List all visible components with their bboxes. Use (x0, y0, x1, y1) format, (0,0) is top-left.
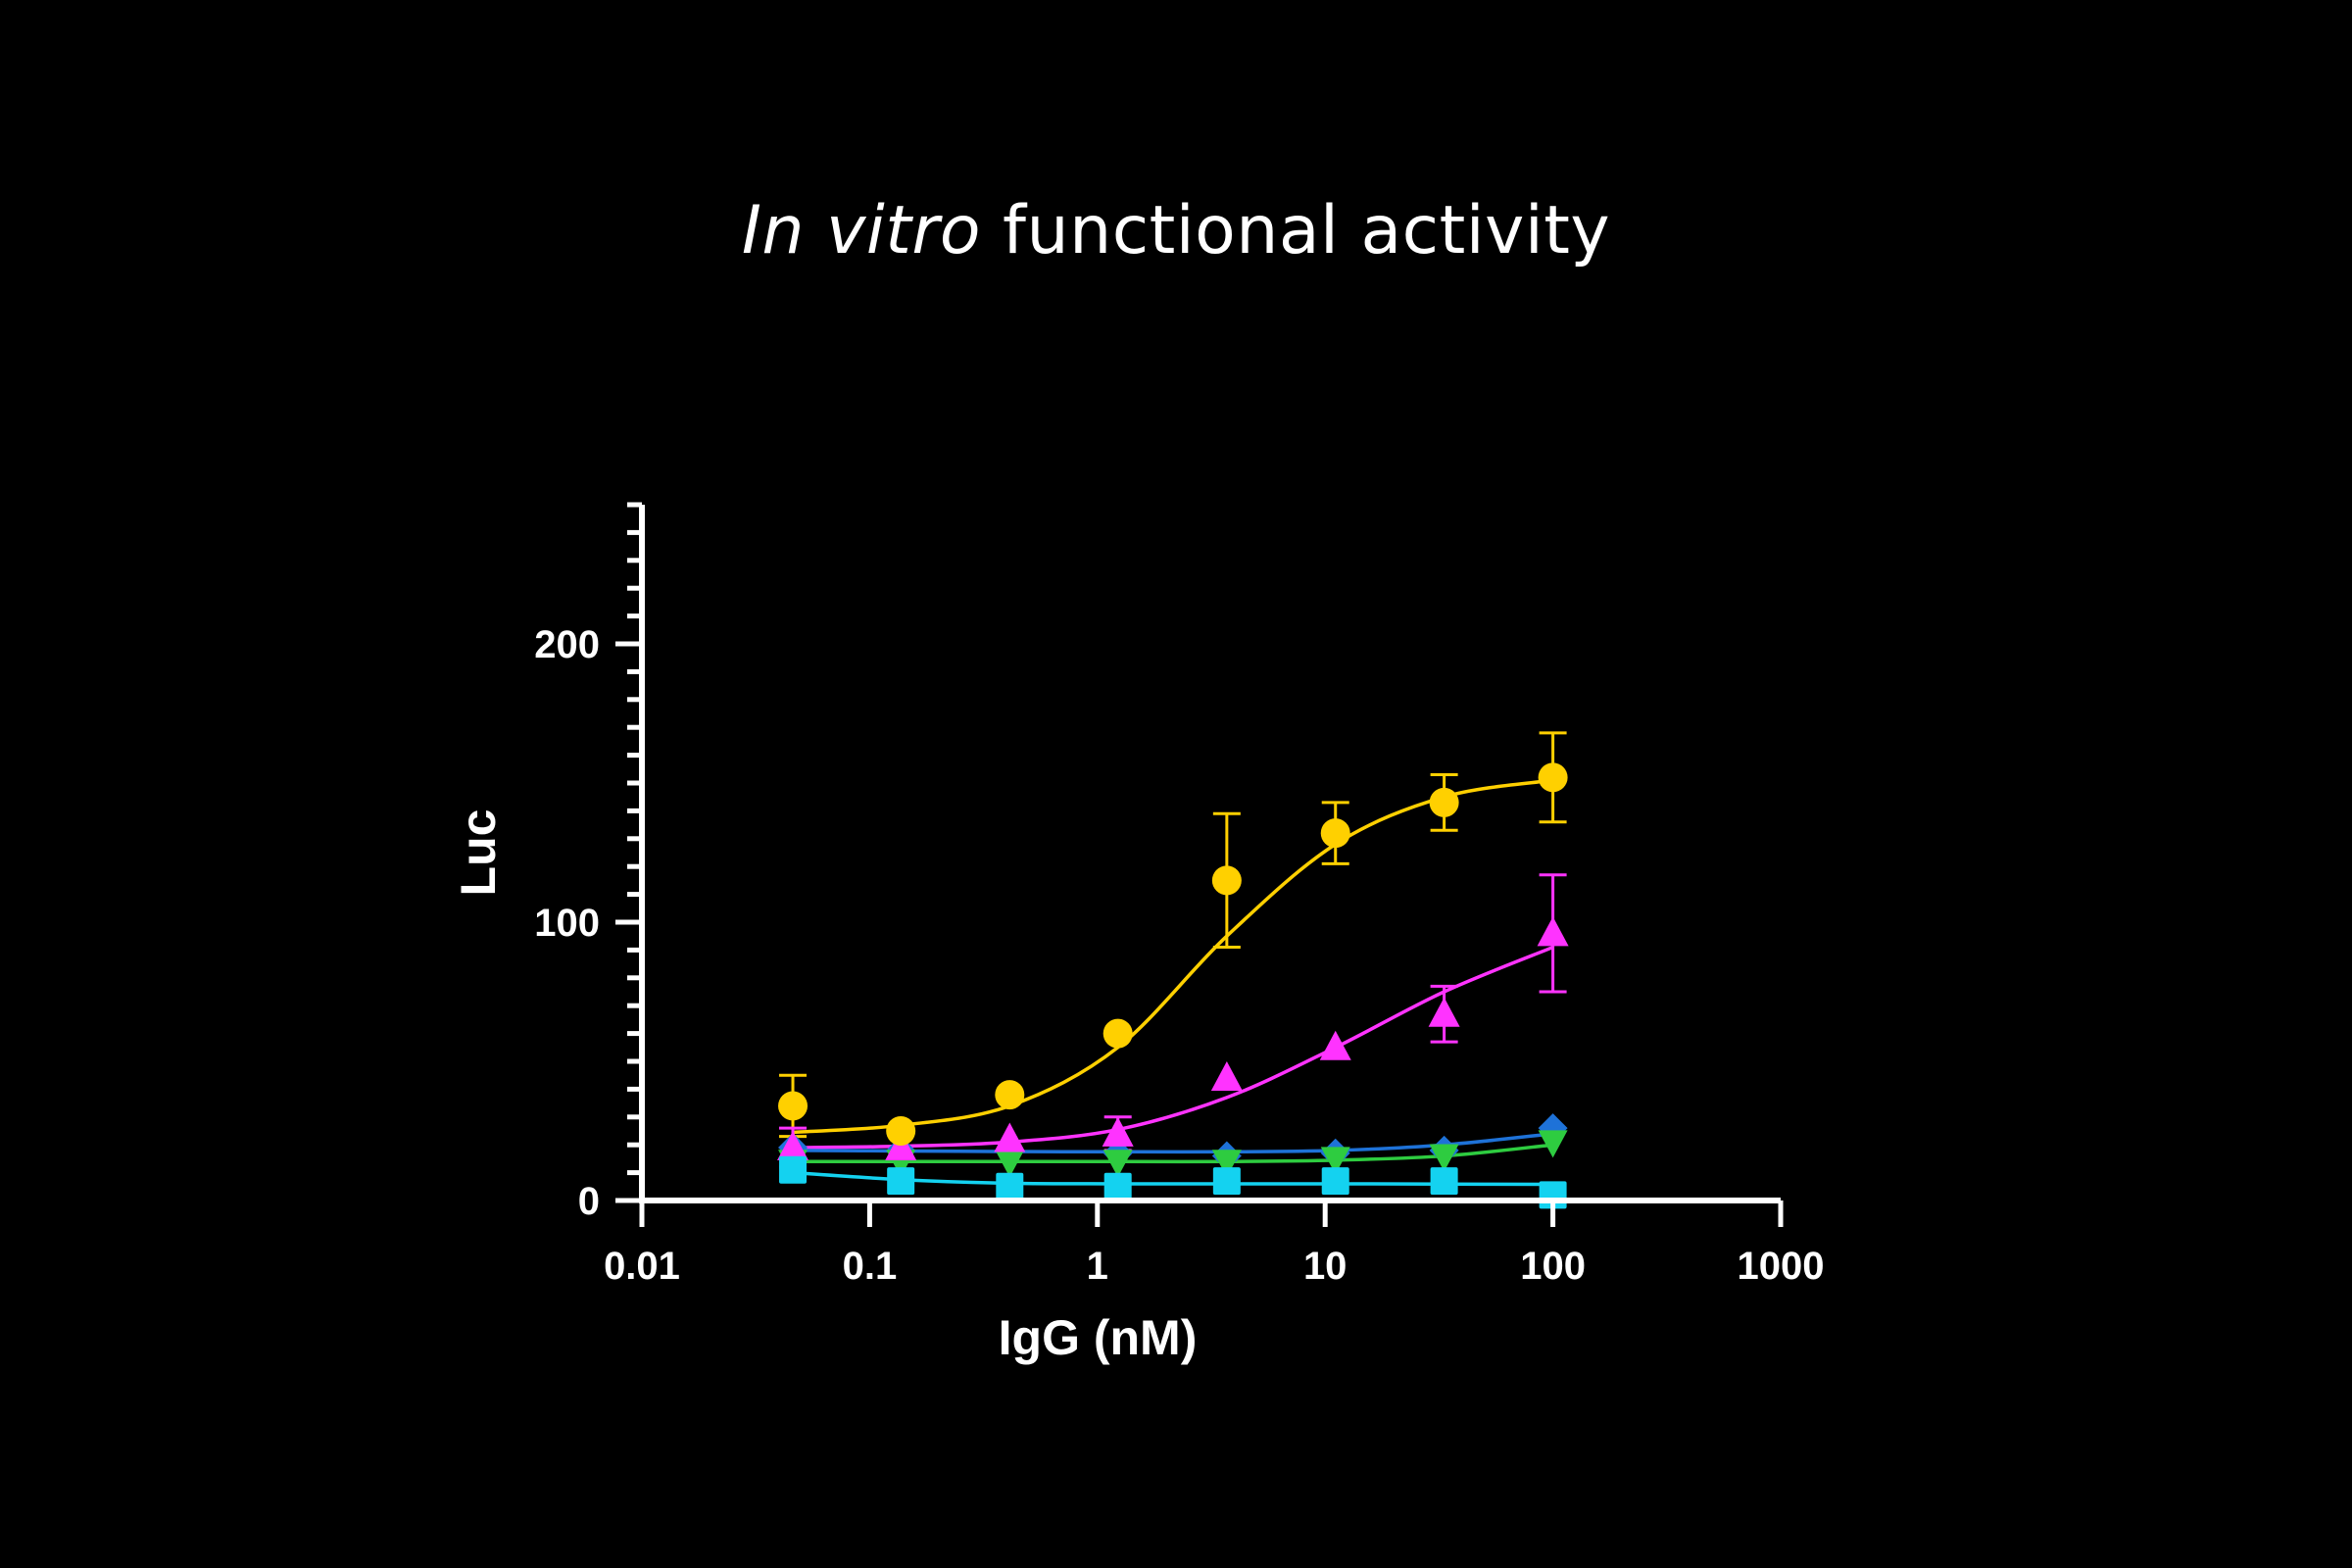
series-1-triangle-up-marker (1102, 1116, 1134, 1147)
series-1-triangle-up-marker (885, 1131, 917, 1161)
series-0-circle-marker (778, 1091, 808, 1121)
series-1-triangle-up-marker (1537, 916, 1569, 947)
x-tick-label: 0.1 (843, 1245, 898, 1288)
y-ticks: 0 100 200 (534, 502, 642, 1223)
series-1-triangle-up-marker (994, 1122, 1026, 1152)
series-3-triangle-down-marker (995, 1150, 1025, 1178)
series-1-triangle-up-marker (1428, 997, 1460, 1027)
x-axis-title: IgG (nM) (999, 1310, 1198, 1365)
series-4-square-marker (1430, 1167, 1458, 1196)
x-tick-label: 10 (1303, 1245, 1348, 1288)
series-1-triangle-up-marker (777, 1131, 809, 1161)
series-1-triangle-up-marker (1319, 1030, 1351, 1060)
y-axis-title: Luc (451, 809, 506, 897)
series-0-circle-marker (886, 1116, 916, 1146)
series-4-square-marker (1212, 1167, 1241, 1196)
series-0-circle-marker (1538, 762, 1568, 793)
slide-title-rest: functional activity (980, 192, 1611, 270)
series-3-triangle-down-marker (1429, 1144, 1459, 1172)
x-tick-label: 1 (1087, 1245, 1108, 1288)
series-4-square-marker (779, 1155, 808, 1184)
y-tick-label: 100 (534, 902, 600, 945)
series-0-circle-marker (1211, 865, 1242, 896)
data-markers (777, 762, 1569, 1209)
series-3-triangle-down-marker (1320, 1147, 1350, 1175)
series-0-circle-marker (1102, 1018, 1133, 1049)
series-1-fit-curve (793, 945, 1554, 1150)
x-tick-label: 1000 (1738, 1245, 1825, 1288)
series-3-triangle-down-marker (1538, 1130, 1568, 1158)
x-ticks: 0.01 0.1 1 10 100 1000 (604, 1200, 1824, 1288)
series-0-circle-marker (995, 1080, 1025, 1110)
series-4-square-marker (1103, 1172, 1132, 1200)
series-4-square-marker (887, 1167, 915, 1196)
series-1-triangle-up-marker (1210, 1061, 1243, 1092)
y-tick-label: 0 (578, 1180, 600, 1223)
series-4-square-marker (1321, 1167, 1349, 1196)
axes (639, 505, 1781, 1203)
slide-title-italic: In vitro (741, 192, 981, 270)
x-tick-label: 0.01 (604, 1245, 680, 1288)
y-tick-label: 200 (534, 623, 600, 666)
series-4-square-marker (996, 1172, 1024, 1200)
slide-title: In vitro functional activity (0, 192, 2352, 270)
series-0-fit-curve (792, 778, 1553, 1135)
series-0-circle-marker (1429, 787, 1459, 817)
series-3-triangle-down-marker (1102, 1150, 1133, 1178)
series-3-fit-curve (793, 1143, 1553, 1164)
x-tick-label: 100 (1520, 1245, 1586, 1288)
series-3-triangle-down-marker (1211, 1150, 1242, 1178)
series-0-circle-marker (1320, 818, 1350, 849)
